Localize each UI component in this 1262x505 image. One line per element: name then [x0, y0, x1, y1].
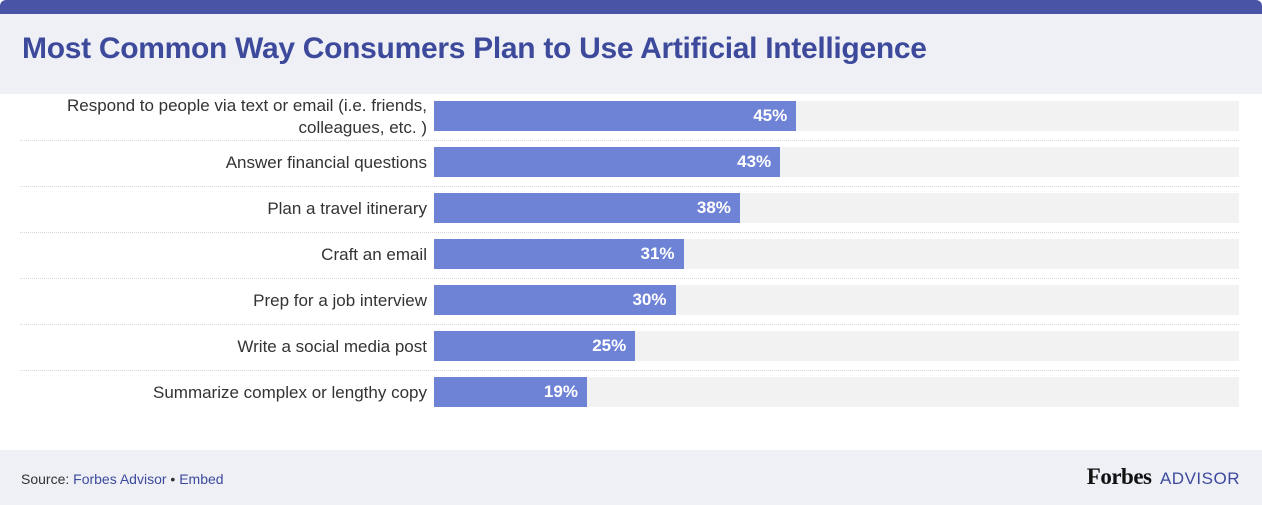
forbes-advisor-logo: Forbes ADVISOR: [1087, 464, 1240, 490]
bar-value-label: 30%: [632, 290, 667, 309]
bar-track: 30%: [434, 285, 1239, 315]
brand-suffix: ADVISOR: [1159, 469, 1240, 488]
bar-value-label: 38%: [696, 198, 731, 217]
category-label: Answer financial questions: [225, 153, 427, 172]
bar-row: Prep for a job interview 30%: [20, 278, 1239, 325]
bar-track: 25%: [434, 331, 1239, 361]
bar-row: Respond to people via text or email (i.e…: [20, 94, 1239, 141]
bar-track: 19%: [434, 377, 1239, 407]
chart-title: Most Common Way Consumers Plan to Use Ar…: [22, 32, 927, 65]
source-prefix: Source:: [21, 471, 70, 487]
bar-chart: Respond to people via text or email (i.e…: [0, 94, 1262, 450]
bar-track: 38%: [434, 193, 1239, 223]
bar: 31%: [434, 239, 684, 269]
category-label: Write a social media post: [237, 337, 427, 356]
chart-footer: Source: Forbes Advisor • Embed Forbes AD…: [0, 450, 1262, 505]
bar-value-label: 31%: [640, 244, 675, 263]
bar-row: Answer financial questions 43%: [20, 140, 1239, 187]
source-link[interactable]: Forbes Advisor: [73, 471, 167, 487]
category-label: Summarize complex or lengthy copy: [152, 383, 427, 402]
category-label: Respond to people via text or email (i.e…: [66, 96, 427, 137]
category-label: Prep for a job interview: [253, 291, 427, 310]
bar-row: Craft an email 31%: [20, 232, 1239, 279]
chart-header: Most Common Way Consumers Plan to Use Ar…: [0, 14, 1262, 94]
bar: 30%: [434, 285, 676, 315]
category-label: Craft an email: [321, 245, 427, 264]
bar-track: 31%: [434, 239, 1239, 269]
source-line: Source: Forbes Advisor • Embed: [21, 471, 224, 487]
bar-row: Plan a travel itinerary 38%: [20, 186, 1239, 233]
embed-link[interactable]: Embed: [179, 471, 224, 487]
bar-value-label: 43%: [737, 152, 772, 171]
bar-row: Summarize complex or lengthy copy 19%: [20, 370, 1239, 416]
source-separator: •: [170, 471, 176, 487]
bar: 25%: [434, 331, 636, 361]
bar-value-label: 45%: [753, 106, 788, 125]
bar: 43%: [434, 147, 781, 177]
bar: 45%: [434, 101, 797, 131]
bar-row: Write a social media post 25%: [20, 324, 1239, 371]
bar-track: 43%: [434, 147, 1239, 177]
brand-name: Forbes: [1086, 464, 1152, 489]
bar: 19%: [434, 377, 587, 407]
bar-value-label: 19%: [543, 382, 578, 401]
bar-value-label: 25%: [592, 336, 627, 355]
bar: 38%: [434, 193, 740, 223]
bar-track: 45%: [434, 101, 1239, 131]
top-accent-bar: [0, 0, 1262, 14]
category-label: Plan a travel itinerary: [267, 199, 427, 218]
